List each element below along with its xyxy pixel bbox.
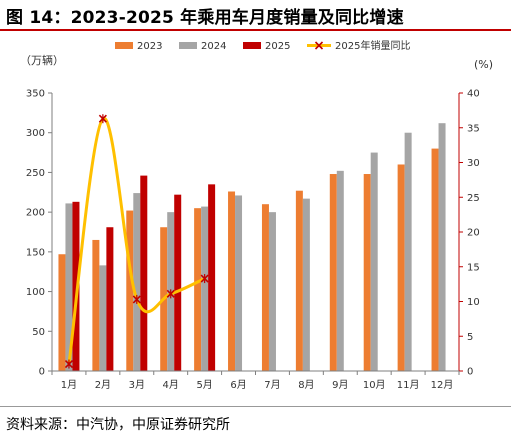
- bar-2025-1月: [72, 201, 80, 371]
- x-axis-tick-label: 8月: [298, 379, 314, 391]
- bar-2024-3月: [133, 193, 141, 371]
- bars: [58, 123, 446, 371]
- bar-2023-9月: [329, 174, 337, 371]
- right-axis-tick-label: 5: [467, 332, 473, 343]
- right-axis: 0 5 10 15 20 25 30 35 40: [458, 89, 480, 378]
- bar-2023-11月: [397, 164, 405, 371]
- yoy-point-3月: [132, 294, 141, 304]
- right-axis-tick-label: 20: [467, 228, 480, 239]
- legend-swatch-2024: [179, 42, 197, 49]
- bar-2023-7月: [261, 204, 269, 371]
- left-axis-tick-label: 0: [39, 367, 45, 378]
- bar-2025-2月: [106, 227, 114, 371]
- bar-2023-1月: [58, 254, 66, 371]
- x-axis-tick-label: 3月: [129, 379, 145, 391]
- right-axis-unit: (%): [474, 58, 493, 71]
- x-axis-tick-label: 10月: [363, 379, 386, 391]
- left-axis-tick-label: 150: [26, 247, 45, 258]
- bar-2023-6月: [228, 191, 236, 371]
- bar-2023-3月: [126, 210, 134, 371]
- right-axis-tick-label: 30: [467, 158, 480, 169]
- x-axis-tick-label: 6月: [230, 379, 246, 391]
- bar-2025-5月: [208, 184, 216, 371]
- left-axis-unit: （万辆）: [20, 53, 64, 67]
- right-axis-tick-label: 15: [467, 262, 480, 273]
- page-title: 图 14：2023-2025 年乘用车月度销量及同比增速: [6, 8, 404, 28]
- bar-2023-12月: [431, 148, 439, 371]
- legend-swatch-2025: [243, 42, 261, 49]
- x-axis-tick-label: 7月: [264, 379, 280, 391]
- left-axis-tick-label: 300: [26, 128, 45, 139]
- bar-2023-5月: [194, 208, 202, 371]
- yoy-line-layer: [64, 114, 209, 369]
- right-axis-tick-label: 35: [467, 123, 480, 134]
- x-axis-tick-label: 4月: [163, 379, 179, 391]
- bar-2024-1月: [65, 203, 73, 371]
- bar-2024-10月: [370, 152, 378, 371]
- left-axis-tick-label: 50: [32, 327, 45, 338]
- right-axis-tick-label: 25: [467, 193, 480, 204]
- bar-2024-11月: [404, 132, 412, 371]
- bar-2024-6月: [235, 195, 243, 371]
- bar-2023-10月: [363, 174, 371, 371]
- left-axis-tick-label: 100: [26, 287, 45, 298]
- yoy-point-2月: [98, 114, 107, 124]
- x-axis-tick-label: 9月: [332, 379, 348, 391]
- legend-label-2023: 2023: [137, 41, 162, 52]
- bar-2023-2月: [92, 239, 100, 371]
- yoy-point-5月: [200, 274, 209, 284]
- x-axis-tick-label: 12月: [431, 379, 454, 391]
- x-axis-tick-label: 1月: [61, 379, 77, 391]
- source-note: 资料来源：中汽协，中原证券研究所: [6, 417, 230, 433]
- bar-2024-12月: [438, 123, 446, 371]
- bar-2024-9月: [336, 170, 344, 371]
- legend-marker-stroke: [314, 41, 324, 50]
- legend-label-yoy: 2025年销量同比: [335, 39, 410, 52]
- yoy-point-1月: [64, 359, 74, 369]
- bar-2024-8月: [302, 198, 310, 371]
- legend-label-2024: 2024: [201, 41, 226, 52]
- bar-2024-2月: [99, 265, 107, 371]
- bar-2025-4月: [174, 194, 182, 371]
- bar-2024-7月: [268, 212, 276, 371]
- x-axis-tick-label: 5月: [196, 379, 212, 391]
- left-axis: 0 50 100 150 200 250 300 350: [26, 89, 53, 378]
- x-axis-tick-label: 2月: [95, 379, 111, 391]
- chart: 2023 2024 2025 2025年销量同比 （万辆） (%) 050100150…: [20, 39, 493, 391]
- right-axis-tick-label: 10: [467, 297, 480, 308]
- bar-2024-5月: [201, 206, 209, 371]
- right-axis-tick-label: 0: [467, 367, 473, 378]
- left-axis-tick-label: 350: [26, 89, 45, 100]
- yoy-point-4月: [166, 289, 175, 299]
- right-axis-tick-label: 40: [467, 89, 480, 100]
- x-axis: 1月 2月 3月 4月 5月 6月 7月 8月 9月 10月 11月 12月: [51, 370, 460, 391]
- bar-2023-8月: [295, 190, 303, 371]
- legend: 2023 2024 2025 2025年销量同比: [115, 39, 410, 52]
- left-axis-tick-label: 200: [26, 208, 45, 219]
- x-axis-tick-label: 11月: [397, 379, 420, 391]
- title-divider: [0, 29, 511, 31]
- bar-2025-3月: [140, 175, 148, 371]
- source-divider: [0, 406, 511, 407]
- left-axis-tick-label: 250: [26, 168, 45, 179]
- legend-swatch-2023: [115, 42, 133, 49]
- legend-label-2025: 2025: [265, 41, 290, 52]
